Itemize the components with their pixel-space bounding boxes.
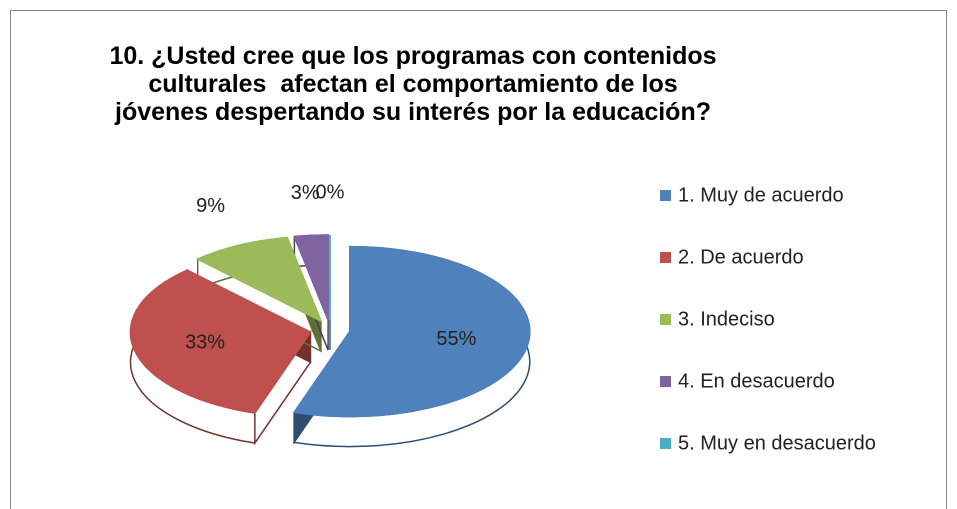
data-label: 9% xyxy=(196,195,225,217)
legend-label: 4. En desacuerdo xyxy=(678,370,835,392)
frame xyxy=(10,10,947,509)
legend-label: 2. De acuerdo xyxy=(678,246,804,268)
data-label: 33% xyxy=(185,332,225,354)
slice xyxy=(292,245,531,418)
data-label: 3% xyxy=(291,182,320,204)
legend-label: 5. Muy en desacuerdo xyxy=(678,432,876,454)
legend-label: 3. Indeciso xyxy=(678,308,775,330)
slice xyxy=(129,269,312,414)
data-label: 0% xyxy=(316,182,345,204)
slice xyxy=(195,236,323,323)
legend-swatch xyxy=(660,438,671,449)
legend-label: 1. Muy de acuerdo xyxy=(678,184,844,206)
legend-swatch xyxy=(660,190,671,201)
data-label: 55% xyxy=(436,328,476,350)
legend-swatch xyxy=(660,252,671,263)
chart-title: 10. ¿Usted cree que los programas con co… xyxy=(109,42,724,126)
legend-swatch xyxy=(660,314,671,325)
legend-swatch xyxy=(660,376,671,387)
slice xyxy=(293,234,329,321)
